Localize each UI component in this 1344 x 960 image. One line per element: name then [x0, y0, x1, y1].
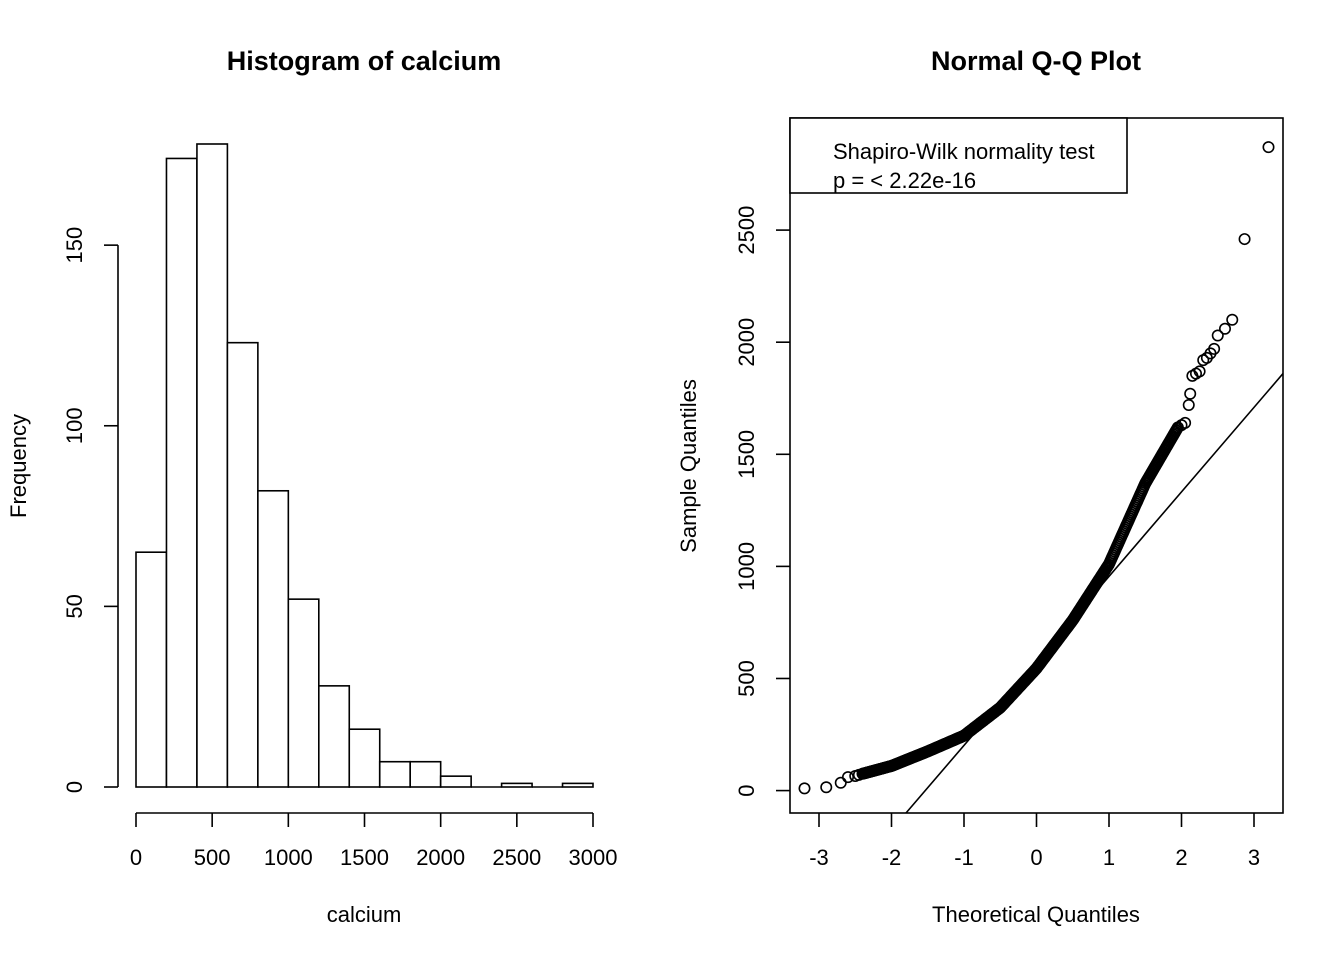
- histogram-bar: [439, 775, 472, 788]
- histogram-x-label: calcium: [327, 902, 402, 927]
- qq-x-tick-label: 2: [1175, 845, 1187, 870]
- qq-legend: Shapiro-Wilk normality test p = < 2.22e-…: [789, 117, 1128, 194]
- qq-points: [798, 141, 1275, 795]
- qq-point: [1193, 365, 1206, 378]
- histogram-y-label: Frequency: [6, 414, 31, 518]
- qq-y-tick-label: 500: [734, 660, 759, 697]
- histogram-bar: [196, 143, 229, 788]
- qq-x-tick-label: 0: [1030, 845, 1042, 870]
- histogram-x-tick-label: 500: [194, 845, 231, 870]
- qq-point: [1208, 342, 1221, 355]
- histogram-x-tick-label: 0: [130, 845, 142, 870]
- histogram-x-tick-label: 2500: [492, 845, 541, 870]
- qq-point: [1226, 313, 1239, 326]
- qq-y-tick-label: 2000: [734, 318, 759, 367]
- histogram-bar: [226, 341, 259, 788]
- qq-legend-line-2: p = < 2.22e-16: [833, 168, 976, 193]
- qq-point: [1211, 329, 1224, 342]
- qq-y-axis: 0 500 1000 1500 2000 2500: [734, 206, 790, 797]
- qq-x-tick-label: -3: [809, 845, 829, 870]
- qq-point: [852, 768, 865, 781]
- qq-point: [1179, 416, 1192, 429]
- histogram-bar: [135, 551, 168, 788]
- histogram-x-axis: 0 500 1000 1500 2000 2500 3000: [130, 812, 618, 870]
- qq-x-axis: -3 -2 -1 0 1 2 3: [809, 813, 1260, 870]
- histogram-bar: [165, 157, 198, 788]
- histogram-title: Histogram of calcium: [227, 46, 502, 76]
- qq-point: [1219, 322, 1232, 335]
- histogram-y-axis: 0 50 100 150: [62, 227, 119, 793]
- histogram-panel: Histogram of calcium calcium Frequency 0…: [6, 46, 617, 927]
- qq-point: [841, 771, 854, 784]
- histogram-x-tick-label: 1500: [340, 845, 389, 870]
- histogram-bar: [287, 598, 320, 788]
- histogram-y-tick-label: 150: [62, 227, 87, 264]
- histogram-bar: [561, 782, 594, 788]
- qq-point: [1262, 141, 1275, 154]
- histogram-bar: [348, 728, 381, 788]
- qq-legend-line-1: Shapiro-Wilk normality test: [833, 139, 1095, 164]
- qq-x-tick-label: -2: [882, 845, 902, 870]
- qq-point: [798, 782, 811, 795]
- qq-panel: Normal Q-Q Plot Theoretical Quantiles Sa…: [676, 46, 1284, 927]
- histogram-bar: [317, 685, 351, 788]
- qq-x-tick-label: -1: [954, 845, 974, 870]
- qq-y-tick-label: 1000: [734, 542, 759, 591]
- histogram-y-tick-label: 100: [62, 407, 87, 444]
- qq-y-tick-label: 1500: [734, 430, 759, 479]
- qq-point: [1182, 398, 1195, 411]
- histogram-y-tick-label: 50: [62, 594, 87, 618]
- histogram-y-tick-label: 0: [62, 781, 87, 793]
- histogram-bar: [500, 782, 533, 788]
- qq-x-tick-label: 1: [1103, 845, 1115, 870]
- qq-point: [1184, 387, 1197, 400]
- qq-y-tick-label: 0: [734, 784, 759, 796]
- histogram-x-tick-label: 3000: [569, 845, 618, 870]
- qq-plot-frame: [789, 117, 1284, 814]
- qq-point: [834, 776, 847, 789]
- histogram-x-tick-label: 1000: [264, 845, 313, 870]
- qq-x-tick-label: 3: [1248, 845, 1260, 870]
- qq-y-label: Sample Quantiles: [676, 379, 701, 553]
- qq-title: Normal Q-Q Plot: [931, 46, 1141, 76]
- qq-point: [1238, 233, 1251, 246]
- histogram-bar: [378, 760, 412, 788]
- histogram-x-tick-label: 2000: [416, 845, 465, 870]
- qq-legend-box: [789, 117, 1128, 194]
- qq-y-tick-label: 2500: [734, 206, 759, 255]
- histogram-bar: [409, 760, 442, 788]
- qq-x-label: Theoretical Quantiles: [932, 902, 1140, 927]
- qq-point: [820, 781, 833, 794]
- histogram-bar: [257, 489, 290, 788]
- histogram-bars: [135, 143, 594, 788]
